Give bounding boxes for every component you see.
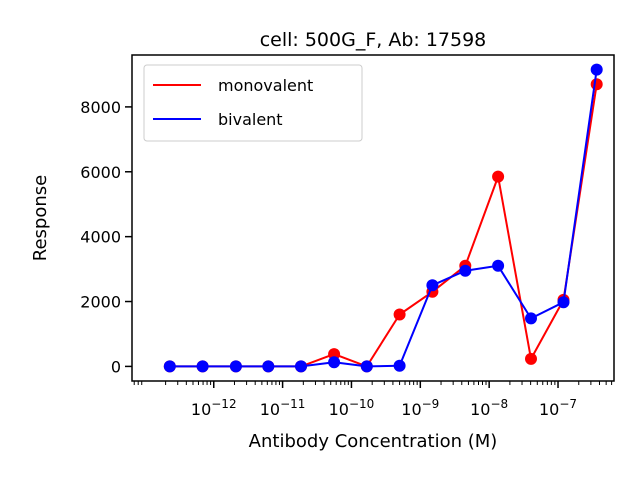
legend-label-bivalent: bivalent (218, 110, 283, 129)
plot-frame (131, 54, 615, 382)
data-point-monovalent (492, 170, 505, 183)
x-tick-label: 10−11 (260, 397, 306, 419)
x-tick-label: 10−7 (539, 397, 577, 419)
chart-title: cell: 500G_F, Ab: 17598 (260, 29, 487, 51)
data-point-bivalent (492, 259, 505, 272)
y-tick-label: 0 (111, 357, 121, 376)
chart-marks (163, 63, 603, 373)
data-point-bivalent (459, 264, 472, 277)
x-tick-label: 10−8 (470, 397, 508, 419)
data-point-bivalent (163, 360, 176, 373)
y-axis-title: Response (30, 175, 51, 261)
x-tick-label: 10−9 (401, 397, 439, 419)
x-tick-label: 10−12 (191, 397, 237, 419)
data-point-bivalent (557, 296, 570, 309)
data-point-bivalent (295, 360, 307, 373)
x-tick-label: 10−10 (329, 397, 375, 419)
data-point-bivalent (328, 356, 341, 369)
y-tick-label: 2000 (80, 293, 121, 312)
y-tick-label: 4000 (80, 228, 121, 247)
data-point-bivalent (393, 359, 406, 372)
data-point-bivalent (262, 360, 275, 373)
x-axis-title: Antibody Concentration (M) (249, 431, 498, 452)
data-point-bivalent (426, 279, 439, 292)
y-axis: 0 2000 4000 6000 8000 (80, 98, 132, 376)
data-point-bivalent (229, 360, 242, 373)
legend: monovalent bivalent (143, 64, 363, 142)
x-axis: 10−12 10−11 10−10 10−9 10−8 10−7 (133, 381, 613, 419)
data-point-bivalent (590, 63, 603, 76)
legend-label-monovalent: monovalent (218, 76, 313, 95)
y-tick-label: 8000 (80, 98, 121, 117)
data-point-monovalent (393, 308, 406, 321)
data-point-bivalent (360, 360, 373, 373)
data-point-monovalent (590, 78, 603, 91)
data-point-monovalent (525, 352, 537, 365)
y-tick-label: 6000 (80, 163, 121, 182)
data-point-bivalent (196, 360, 209, 373)
data-point-bivalent (525, 312, 537, 325)
